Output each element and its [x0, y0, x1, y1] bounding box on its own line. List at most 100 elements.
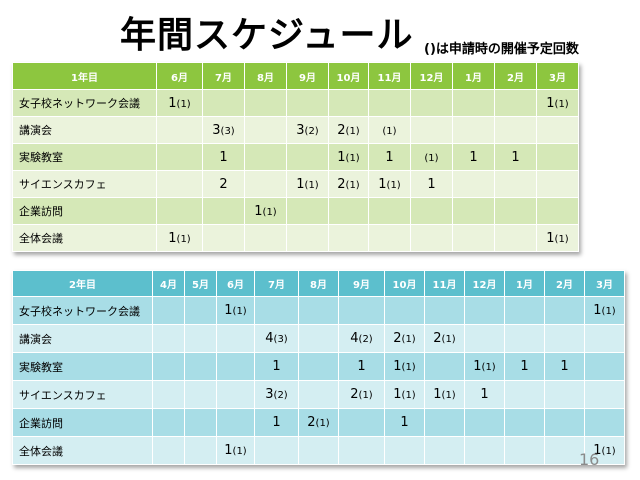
planned-count: (2) — [358, 334, 373, 345]
actual-count: 1 — [219, 149, 228, 165]
year1-table-row: 女子校ネットワーク会議 1(1) 1(1) — [12, 89, 579, 117]
planned-count: (1) — [401, 390, 416, 401]
year2-schedule-cell — [464, 296, 505, 325]
year2-schedule-cell — [544, 436, 585, 465]
year2-schedule-cell — [216, 324, 255, 353]
year1-schedule-cell — [410, 89, 453, 117]
year2-schedule-cell: 1 — [254, 352, 299, 381]
year1-table-row: 講演会 3(3) 3(2) 2(1) (1) — [12, 116, 579, 144]
year1-schedule-cell — [536, 170, 579, 198]
year2-month-header: 8月 — [298, 270, 339, 297]
year1-month-header: 9月 — [286, 62, 329, 90]
year2-schedule-cell — [216, 408, 255, 437]
year2-schedule-cell — [584, 324, 625, 353]
year2-schedule-cell — [152, 436, 185, 465]
year1-month-header: 10月 — [328, 62, 369, 90]
year1-schedule-cell — [410, 197, 453, 225]
year1-schedule-cell — [328, 224, 369, 252]
year2-schedule-cell — [216, 380, 255, 409]
year2-schedule-cell: 2(1) — [384, 324, 425, 353]
year1-row-label: 実験教室 — [12, 143, 157, 171]
actual-count: 1 — [469, 149, 478, 165]
year1-schedule-cell: 1(1) — [328, 143, 369, 171]
page-title: 年間スケジュール — [120, 15, 414, 56]
year2-schedule-cell — [184, 408, 217, 437]
year2-table-row: 全体会議 1(1) 1(1) — [12, 436, 625, 465]
actual-count: 1 — [593, 303, 602, 318]
year1-month-header: 11月 — [368, 62, 411, 90]
year1-schedule-cell — [244, 116, 287, 144]
planned-count: (1) — [554, 98, 569, 110]
year2-schedule-cell — [504, 296, 545, 325]
actual-count: 2 — [337, 122, 346, 138]
year1-schedule-cell: 1 — [410, 170, 453, 198]
year2-schedule-cell: 1(1) — [424, 380, 465, 409]
year2-month-header: 1月 — [504, 270, 545, 297]
actual-count: 1 — [385, 149, 394, 165]
actual-count: 1 — [272, 415, 281, 430]
year2-schedule-cell — [152, 380, 185, 409]
year2-schedule-cell — [424, 436, 465, 465]
year1-schedule-cell — [244, 170, 287, 198]
actual-count: 1 — [520, 359, 529, 374]
actual-count: 2 — [350, 387, 359, 402]
year2-month-header: 7月 — [254, 270, 299, 297]
year2-schedule-cell: 1(1) — [584, 296, 625, 325]
year1-schedule-cell — [536, 116, 579, 144]
planned-count: (1) — [441, 390, 456, 401]
planned-count: (2) — [273, 390, 288, 401]
year2-schedule-cell: 1 — [254, 408, 299, 437]
year1-schedule-cell — [452, 170, 495, 198]
actual-count: 1 — [168, 230, 177, 246]
year2-schedule-table: 2年目 4月 5月 6月 7月 8月 9月 10月 11月 12月 1月 2月 3月 女子校ネットワーク会… — [12, 270, 625, 465]
year2-schedule-cell: 1 — [338, 352, 385, 381]
year2-row-label: 全体会議 — [12, 436, 153, 465]
year1-schedule-cell — [156, 197, 203, 225]
year1-schedule-cell — [244, 89, 287, 117]
year1-month-header: 6月 — [156, 62, 203, 90]
year1-schedule-cell: 1 — [494, 143, 537, 171]
year2-schedule-cell: 1 — [464, 380, 505, 409]
planned-count: (3) — [273, 334, 288, 345]
planned-count: (1) — [601, 446, 616, 457]
year1-row-label: 企業訪問 — [12, 197, 157, 225]
year1-schedule-cell: 1(1) — [536, 89, 579, 117]
year2-schedule-cell — [298, 380, 339, 409]
year2-schedule-cell — [298, 296, 339, 325]
year1-schedule-cell — [494, 197, 537, 225]
year2-header-row: 2年目 4月 5月 6月 7月 8月 9月 10月 11月 12月 1月 2月 3月 — [12, 270, 625, 297]
actual-count: 2 — [307, 415, 316, 430]
year1-table-row: 実験教室 1 1(1) 1 (1) 1 1 — [12, 143, 579, 171]
actual-count: 1 — [480, 387, 489, 402]
actual-count: 1 — [546, 95, 555, 111]
year2-schedule-cell — [464, 324, 505, 353]
actual-count: 1 — [546, 230, 555, 246]
page-subtitle: ()は申請時の開催予定回数 — [424, 42, 579, 57]
planned-count: (1) — [232, 446, 247, 457]
year1-schedule-cell: 1 — [452, 143, 495, 171]
year1-schedule-cell: 1(1) — [156, 224, 203, 252]
year2-month-header: 12月 — [464, 270, 505, 297]
year2-schedule-cell — [338, 436, 385, 465]
year2-schedule-cell — [544, 408, 585, 437]
actual-count: 1 — [224, 443, 233, 458]
year1-schedule-cell — [202, 89, 245, 117]
year1-schedule-cell — [410, 224, 453, 252]
year1-schedule-cell — [156, 116, 203, 144]
year1-schedule-cell — [156, 143, 203, 171]
year2-table-row: サイエンスカフェ 3(2) 2(1) 1(1) 1(1) 1 — [12, 380, 625, 409]
year2-row-label: 企業訪問 — [12, 408, 153, 437]
actual-count: 1 — [427, 176, 436, 192]
actual-count: 4 — [265, 331, 274, 346]
actual-count: 2 — [433, 331, 442, 346]
actual-count: 1 — [272, 359, 281, 374]
year2-month-header: 9月 — [338, 270, 385, 297]
actual-count: 1 — [433, 387, 442, 402]
year1-month-header: 7月 — [202, 62, 245, 90]
year1-schedule-cell: 1(1) — [244, 197, 287, 225]
year2-schedule-cell — [152, 408, 185, 437]
actual-count: 1 — [393, 387, 402, 402]
actual-count: 2 — [219, 176, 228, 192]
planned-count: (1) — [358, 390, 373, 401]
year2-year-label: 2年目 — [12, 270, 153, 297]
